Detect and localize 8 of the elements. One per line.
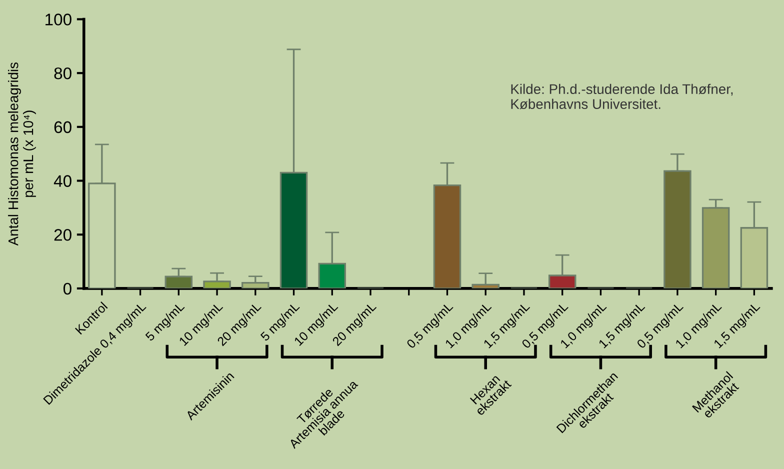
y-tick-label: 20 [54, 228, 72, 241]
y-tick-label: 60 [54, 121, 72, 134]
y-tick-label: 40 [54, 175, 72, 187]
y-tick-label: 0 [63, 282, 72, 295]
y-tick-label: 80 [54, 67, 72, 80]
y-tick-label: 100 [46, 14, 72, 26]
y-axis-title: Antal Histomonas meleagridis per mL (x 10⁴) [8, 62, 36, 246]
annotation: Kilde: Ph.d.-studerende Ida Thøfner, Københavns Universitet. [511, 84, 733, 110]
